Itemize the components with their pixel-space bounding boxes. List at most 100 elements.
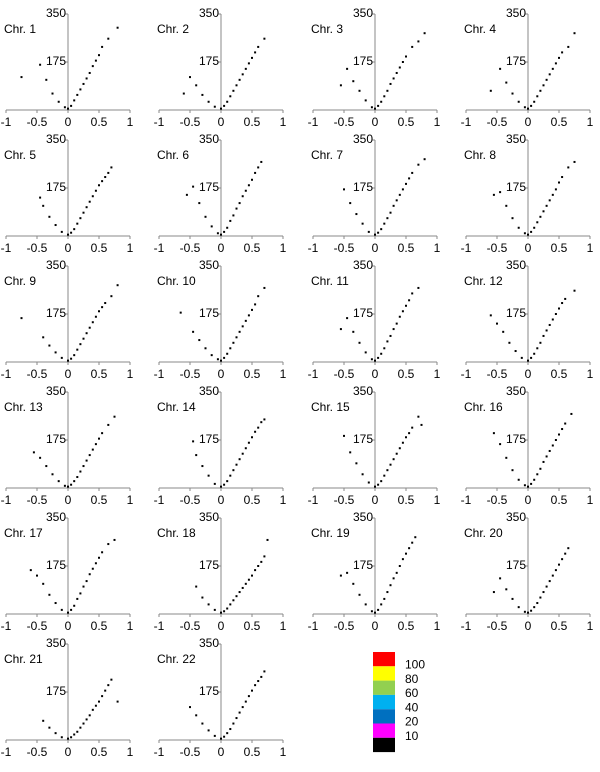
point xyxy=(220,737,222,740)
point xyxy=(232,214,235,217)
y-tick-label: 350 xyxy=(46,6,66,20)
point xyxy=(257,295,260,298)
point xyxy=(60,608,63,611)
point xyxy=(417,286,420,289)
color-scale-label: 60 xyxy=(405,686,419,700)
point xyxy=(70,104,73,107)
x-tick-label: 0.5 xyxy=(398,241,415,255)
point xyxy=(392,204,395,207)
point xyxy=(533,478,536,481)
point xyxy=(51,92,54,95)
x-tick-label: 1 xyxy=(127,493,134,507)
point xyxy=(101,45,104,48)
point xyxy=(355,213,358,216)
point xyxy=(551,67,554,70)
panel-title: Chr. 16 xyxy=(464,400,503,414)
x-tick-label: 0.5 xyxy=(244,745,261,759)
point xyxy=(364,603,367,606)
point xyxy=(263,670,266,673)
x-tick-label: 1 xyxy=(587,115,594,129)
point xyxy=(536,473,539,476)
point xyxy=(42,719,45,722)
point xyxy=(223,230,226,233)
point xyxy=(339,328,342,331)
point xyxy=(107,171,110,174)
x-tick-label: 0.5 xyxy=(551,367,568,381)
point xyxy=(232,89,235,92)
y-tick-label: 175 xyxy=(353,306,373,320)
x-tick-label: 0 xyxy=(372,115,379,129)
point xyxy=(42,336,45,339)
point xyxy=(554,62,557,65)
point xyxy=(542,84,545,87)
point xyxy=(254,171,257,174)
point xyxy=(57,100,60,103)
point xyxy=(561,558,564,561)
color-scale-label: 10 xyxy=(405,729,419,743)
point xyxy=(88,454,91,457)
panel-title: Chr. 7 xyxy=(311,148,343,162)
point xyxy=(232,341,235,344)
point xyxy=(251,689,253,692)
point xyxy=(567,547,570,550)
point xyxy=(533,100,536,103)
point xyxy=(70,608,73,611)
color-swatch xyxy=(373,694,395,710)
point xyxy=(79,470,82,473)
point xyxy=(223,104,226,107)
point xyxy=(192,440,195,443)
point xyxy=(352,80,355,83)
x-tick-label: -0.5 xyxy=(487,493,508,507)
x-tick-label: -1 xyxy=(461,367,472,381)
x-tick-label: -0.5 xyxy=(27,241,48,255)
point xyxy=(539,467,542,470)
y-tick-label: 350 xyxy=(199,132,219,146)
point xyxy=(389,82,392,85)
point xyxy=(213,105,216,108)
point xyxy=(548,449,551,452)
point xyxy=(536,602,539,605)
point xyxy=(244,67,247,70)
point xyxy=(508,341,511,344)
point xyxy=(207,729,210,732)
x-tick-label: -0.5 xyxy=(487,115,508,129)
point xyxy=(573,289,576,292)
point xyxy=(94,59,97,62)
x-tick-label: -1 xyxy=(308,115,319,129)
x-tick-label: -1 xyxy=(154,493,165,507)
point xyxy=(561,51,564,54)
point xyxy=(545,329,548,332)
point xyxy=(417,40,420,43)
point xyxy=(216,232,219,235)
point xyxy=(499,443,502,446)
point xyxy=(241,195,244,198)
point xyxy=(358,89,361,92)
point xyxy=(201,596,204,599)
x-tick-label: 0 xyxy=(65,241,72,255)
point xyxy=(349,202,352,205)
point xyxy=(76,93,79,96)
point xyxy=(398,315,401,318)
point xyxy=(523,484,526,487)
point xyxy=(257,426,260,429)
point xyxy=(244,582,247,585)
point xyxy=(260,560,263,563)
point xyxy=(82,585,85,588)
x-tick-label: 0.5 xyxy=(91,745,108,759)
point xyxy=(235,717,238,720)
point xyxy=(374,359,376,362)
y-tick-label: 175 xyxy=(46,684,66,698)
point xyxy=(247,695,250,698)
point xyxy=(223,735,226,738)
point xyxy=(346,571,349,574)
point xyxy=(405,182,407,185)
point xyxy=(207,474,210,477)
x-tick-label: 0.5 xyxy=(244,367,261,381)
point xyxy=(511,597,514,600)
x-tick-label: -0.5 xyxy=(180,241,201,255)
point xyxy=(346,67,349,70)
panel-title: Chr. 12 xyxy=(464,274,503,288)
point xyxy=(36,574,38,577)
point xyxy=(116,700,119,703)
point xyxy=(238,591,241,594)
